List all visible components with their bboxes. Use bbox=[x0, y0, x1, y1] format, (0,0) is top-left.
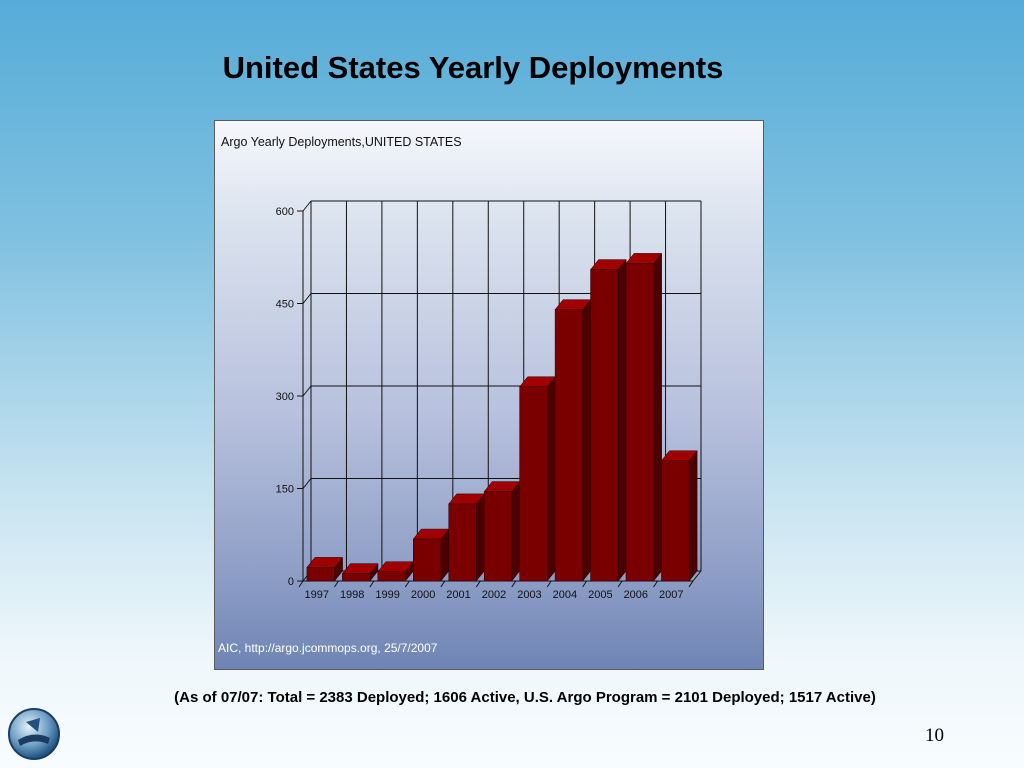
x-tick-mark bbox=[369, 580, 375, 588]
bar-1999 bbox=[377, 571, 406, 582]
x-tick-mark bbox=[298, 580, 304, 588]
x-tick-label: 2000 bbox=[411, 589, 435, 601]
y-tick-label: 450 bbox=[276, 299, 294, 311]
bar-2006 bbox=[625, 263, 654, 582]
bar-side-2001 bbox=[476, 493, 485, 582]
x-tick-mark bbox=[334, 580, 339, 588]
grid-line-depth bbox=[302, 293, 312, 304]
bar-2004 bbox=[554, 309, 583, 582]
x-tick-mark bbox=[617, 580, 623, 588]
x-tick-mark bbox=[404, 580, 410, 588]
y-tick-label: 0 bbox=[288, 576, 294, 588]
x-tick-mark bbox=[688, 580, 694, 588]
x-tick-label: 2006 bbox=[624, 589, 648, 601]
bar-2003 bbox=[519, 386, 548, 582]
x-tick-mark bbox=[582, 580, 588, 588]
x-tick-label: 2007 bbox=[659, 589, 683, 601]
x-tick-label: 2002 bbox=[482, 589, 506, 601]
bar-chart: 0 150 300 450 600 1997 1998 1999 2000 2001 2002 200… bbox=[276, 200, 702, 601]
argo-logo-icon bbox=[8, 708, 60, 760]
bar-side-2003 bbox=[547, 376, 556, 582]
bar-side-2002 bbox=[511, 480, 521, 582]
y-tick-label: 150 bbox=[276, 484, 294, 496]
x-tick-mark bbox=[653, 580, 658, 588]
x-tick-label: 2001 bbox=[446, 589, 470, 601]
x-tick-label: 1997 bbox=[304, 589, 328, 601]
bar-side-2005 bbox=[617, 258, 627, 582]
x-tick-mark bbox=[511, 580, 517, 588]
grid-line-depth bbox=[302, 478, 312, 489]
x-tick-mark bbox=[475, 580, 481, 588]
chart-credit: AIC, http://argo.jcommops.org, 25/7/2007 bbox=[218, 641, 438, 655]
x-tick-label: 2004 bbox=[553, 589, 577, 601]
x-tick-label: 1999 bbox=[375, 589, 399, 601]
bar-1997 bbox=[306, 567, 335, 582]
grid-line-depth bbox=[302, 385, 312, 397]
floor-edge bbox=[692, 570, 702, 582]
grid-line-depth bbox=[302, 200, 312, 212]
bar-side-2004 bbox=[582, 298, 591, 582]
bar-side-2007 bbox=[688, 450, 698, 582]
bar-2007 bbox=[661, 460, 690, 582]
y-tick-label: 300 bbox=[276, 391, 294, 403]
slide-title: United States Yearly Deployments bbox=[222, 50, 724, 85]
bar-2002 bbox=[483, 491, 513, 582]
x-tick-label: 2003 bbox=[517, 589, 541, 601]
page-number: 10 bbox=[925, 725, 944, 746]
y-tick-label: 600 bbox=[276, 206, 294, 218]
x-tick-label: 1998 bbox=[340, 589, 364, 601]
x-tick-label: 2005 bbox=[588, 589, 612, 601]
bar-2000 bbox=[413, 538, 442, 582]
chart-title: Argo Yearly Deployments,UNITED STATES bbox=[221, 135, 462, 149]
x-tick-mark bbox=[546, 580, 552, 588]
bar-2005 bbox=[590, 269, 619, 582]
footnote: (As of 07/07: Total = 2383 Deployed; 160… bbox=[174, 689, 876, 706]
x-tick-mark bbox=[440, 580, 446, 588]
bar-1998 bbox=[342, 573, 371, 582]
chart-panel: 0 150 300 450 600 1997 1998 1999 2000 2001 2002 200… bbox=[214, 120, 764, 670]
bar-2001 bbox=[448, 503, 477, 582]
bar-side-2006 bbox=[653, 252, 662, 582]
